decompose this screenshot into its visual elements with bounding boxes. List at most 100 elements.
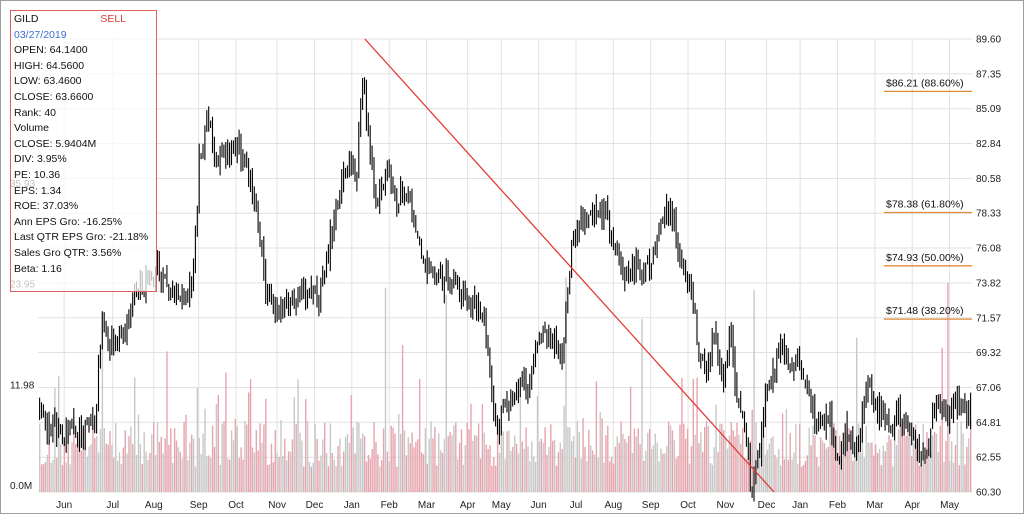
volume-bar	[517, 453, 520, 492]
volume-bar	[897, 429, 900, 492]
volume-bar	[802, 464, 805, 492]
volume-bar	[502, 431, 504, 492]
volume-bar	[107, 444, 109, 492]
volume-bar	[603, 462, 605, 492]
volume-bar	[301, 440, 303, 492]
price-tick-label: 76.08	[976, 244, 1001, 255]
rank: Rank: 40	[14, 106, 57, 119]
volume-bar	[607, 425, 609, 492]
volume-bar	[930, 452, 932, 492]
volume-bar	[109, 431, 111, 492]
volume-bar	[639, 444, 641, 492]
volume-bar	[871, 442, 873, 492]
volume-bar	[578, 432, 580, 492]
volume-bar	[405, 455, 408, 492]
volume-bar	[958, 465, 960, 492]
volume-bar	[778, 448, 780, 492]
volume-bar	[103, 427, 105, 492]
volume-bar	[166, 351, 168, 492]
volume-bar	[835, 429, 837, 492]
volume-bar	[358, 422, 360, 492]
volume-bar	[795, 424, 797, 492]
volume-bar	[151, 434, 153, 492]
stock-info-panel: GILD SELL 03/27/2019 OPEN: 64.1400 HIGH:…	[10, 10, 157, 292]
volume-bar	[886, 442, 888, 492]
month-tick-label: May	[492, 500, 511, 511]
open-price: OPEN: 64.1400	[14, 44, 88, 57]
volume-bar	[428, 438, 430, 492]
volume-bar	[620, 421, 622, 492]
volume-bar	[730, 422, 732, 492]
volume-bar	[616, 436, 618, 492]
volume-bar	[134, 377, 136, 492]
price-ohlc-series	[39, 77, 972, 502]
volume-bar	[928, 447, 930, 492]
volume-bar	[825, 448, 827, 492]
volume-bar	[671, 430, 674, 492]
price-axis-labels: 89.60 87.35 85.09 82.84 80.58 78.33 76.08 73.82…	[976, 35, 1001, 499]
month-tick-label: Mar	[866, 500, 884, 511]
volume-bar	[141, 464, 143, 492]
volume-bar	[694, 434, 696, 492]
volume-bar	[664, 453, 666, 492]
month-tick-label: Oct	[228, 500, 244, 511]
volume-bar	[394, 433, 396, 492]
volume-bar	[586, 461, 588, 492]
volume-bar	[460, 429, 463, 492]
volume-bar	[137, 414, 140, 492]
volume-bar	[333, 459, 335, 492]
volume-bar	[612, 464, 615, 492]
volume-bar	[249, 379, 252, 492]
volume-bar	[48, 440, 50, 492]
high-price: HIGH: 64.5600	[14, 59, 85, 72]
fibonacci-level-label: $78.38 (61.80%)	[886, 198, 964, 210]
volume-bar	[183, 421, 185, 492]
volume-bar	[90, 444, 92, 492]
volume-bar	[204, 408, 206, 492]
volume-bar	[740, 443, 742, 492]
volume-bar	[673, 439, 675, 492]
volume-bar	[181, 458, 183, 492]
volume-bar	[850, 434, 852, 492]
volume-bar	[643, 460, 645, 492]
volume-bar	[709, 462, 712, 492]
volume-bar	[101, 312, 104, 492]
price-tick-label: 69.32	[976, 348, 1001, 359]
volume-bar	[776, 458, 778, 492]
volume-bar	[382, 428, 385, 492]
volume-bar	[365, 461, 368, 492]
volume-bar	[804, 460, 807, 492]
volume-bar	[785, 408, 788, 492]
volume-bar	[419, 379, 421, 492]
volume-bar	[941, 347, 943, 492]
volume-bar	[173, 428, 176, 492]
volume-bar	[337, 445, 339, 492]
volume-bar	[118, 452, 121, 492]
volume-bar	[895, 444, 898, 492]
volume-bar	[956, 421, 959, 492]
month-tick-label: Sep	[190, 500, 208, 511]
price-tick-label: 71.57	[976, 313, 1001, 324]
volume-bar	[415, 442, 417, 492]
volume-bar	[500, 425, 503, 492]
volume-bar	[147, 459, 149, 492]
volume-heading: Volume	[14, 122, 50, 135]
volume-bar	[933, 431, 936, 492]
volume-bar	[679, 424, 681, 492]
volume-bar	[888, 435, 890, 492]
volume-bar	[901, 422, 903, 492]
volume-bar	[472, 440, 474, 492]
volume-bar	[63, 440, 66, 492]
volume-bar	[84, 447, 86, 492]
volume-bar	[255, 430, 257, 492]
volume-bar	[966, 446, 968, 492]
volume-bar	[633, 428, 636, 492]
month-tick-label: Dec	[306, 500, 324, 511]
volume-bar	[227, 458, 229, 492]
volume-bar	[236, 426, 238, 492]
volume-bar	[86, 456, 88, 492]
volume-bar	[139, 444, 142, 492]
volume-bar	[158, 442, 161, 492]
volume-bar	[723, 430, 725, 492]
volume-bar	[745, 458, 748, 492]
